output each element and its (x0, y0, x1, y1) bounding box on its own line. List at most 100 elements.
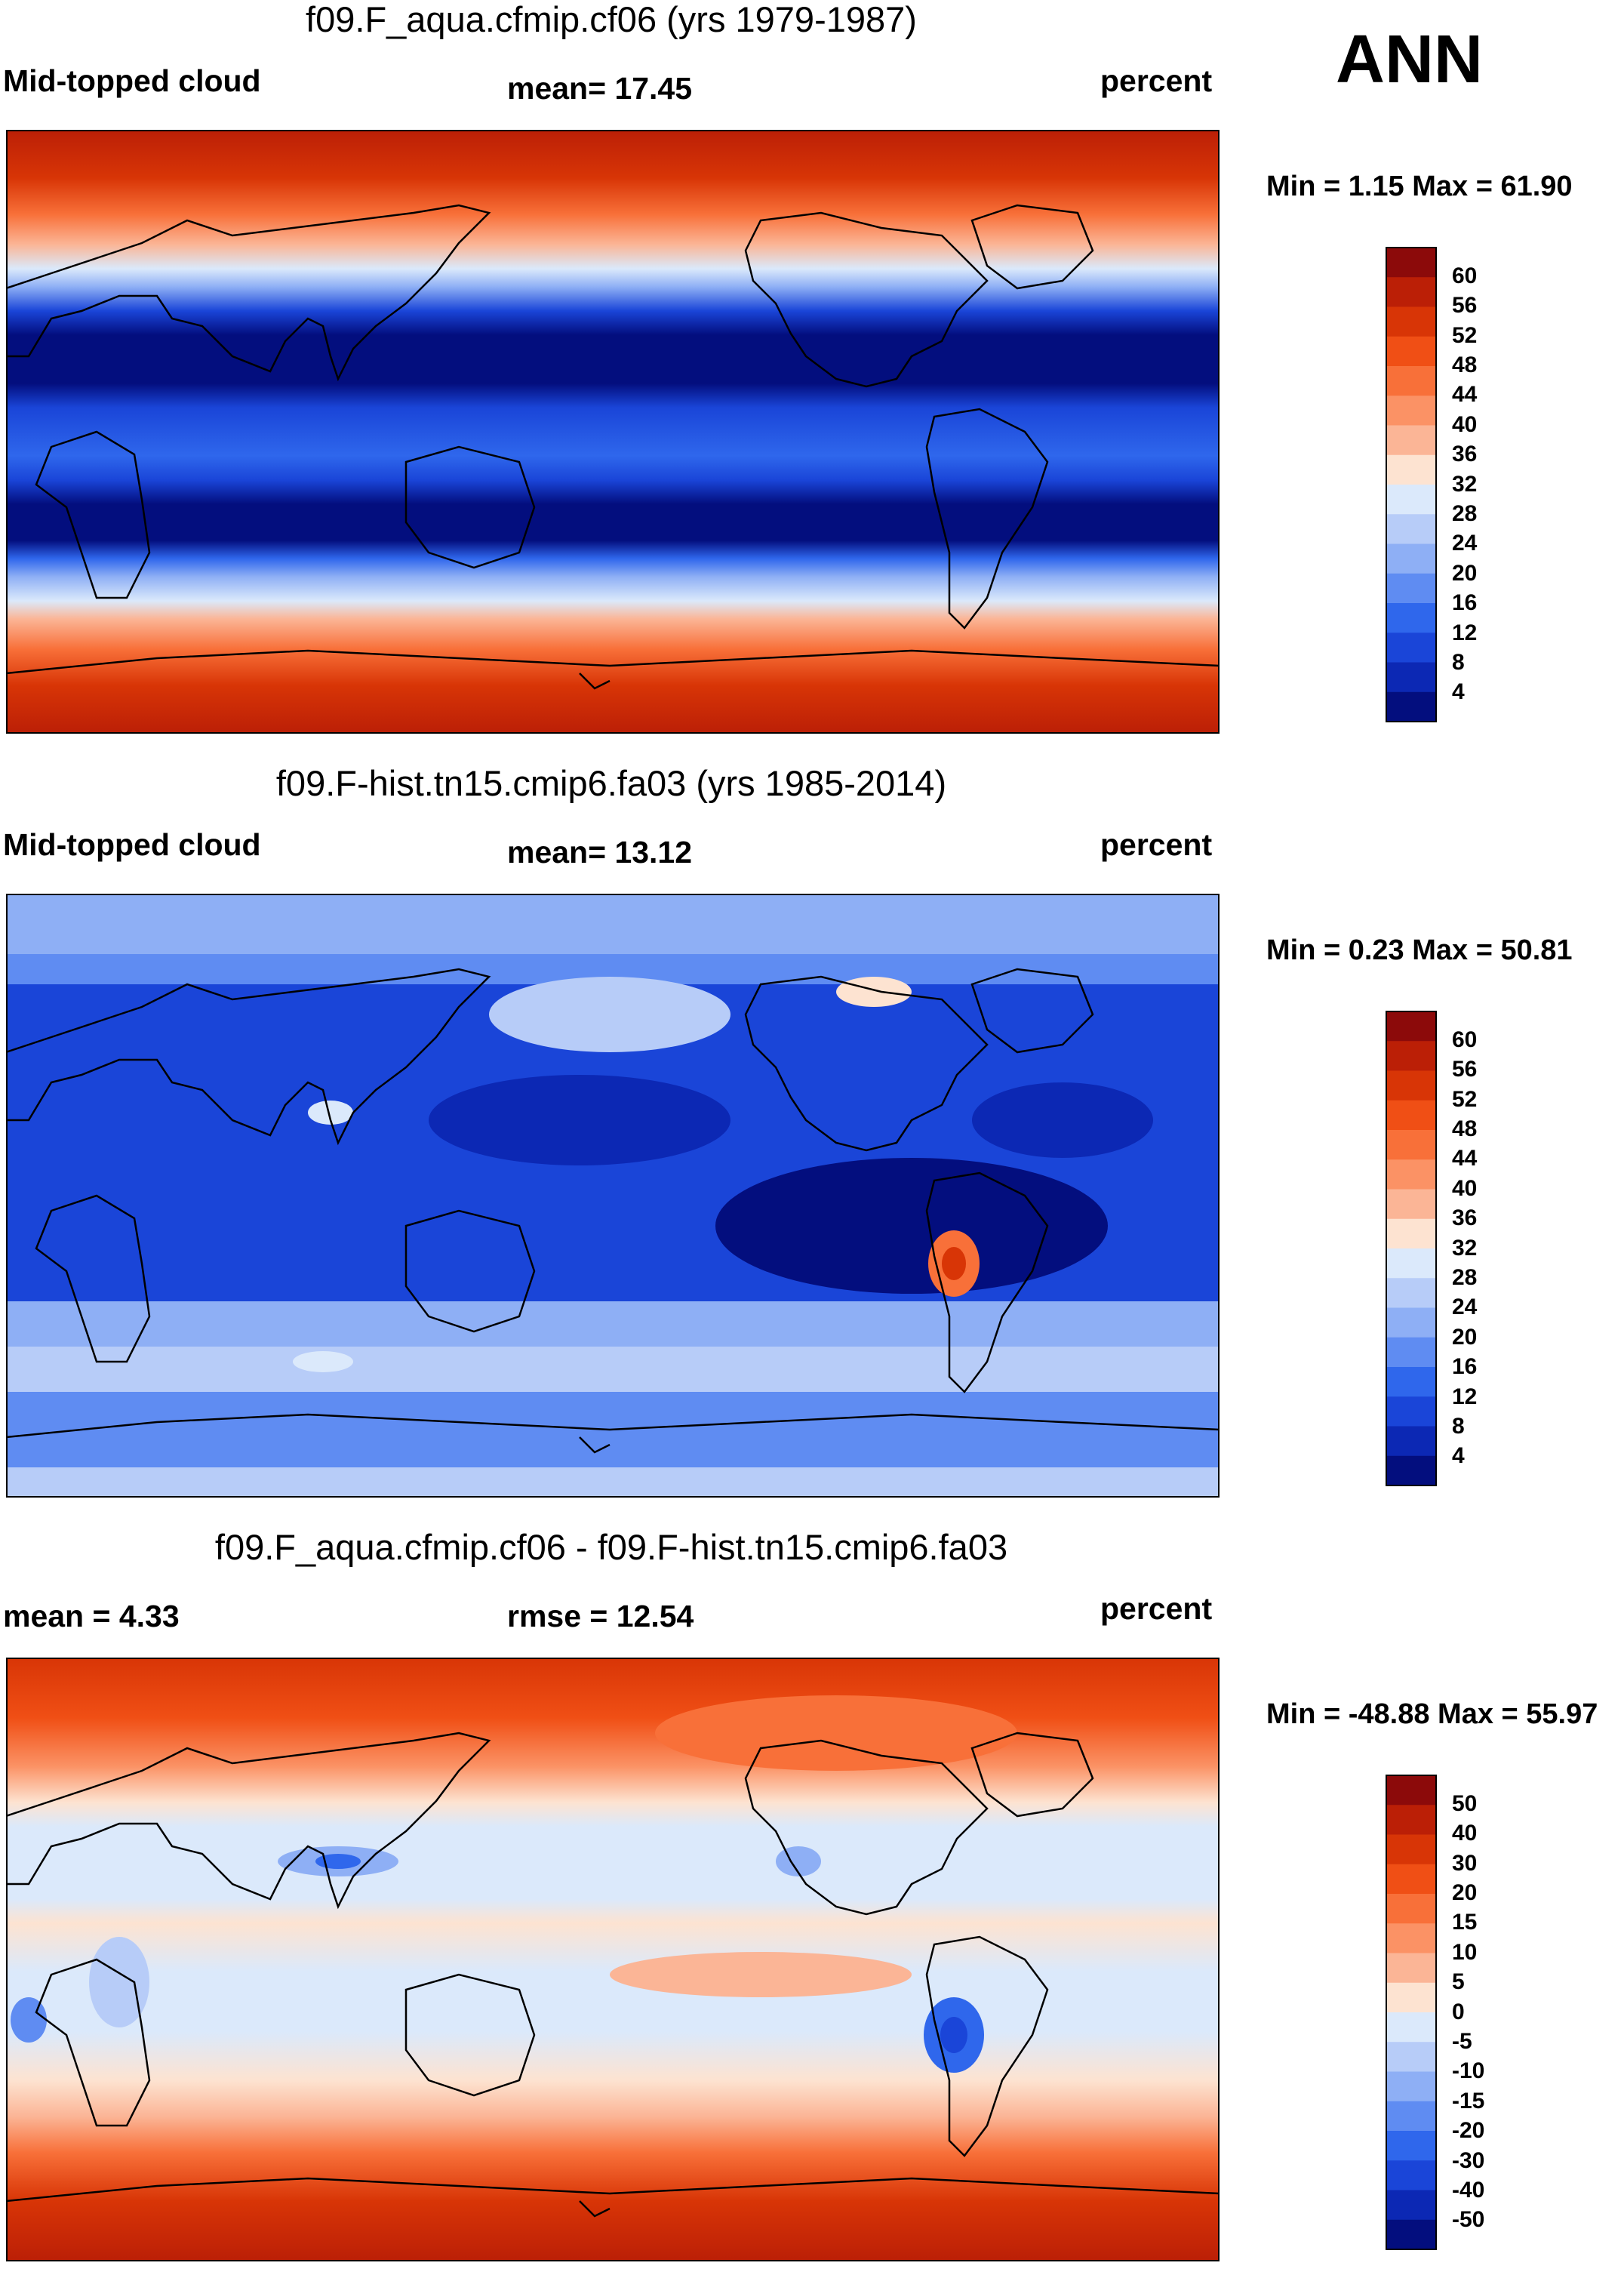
panel-1-tick: 32 (1452, 472, 1478, 497)
panel-3-tick: 40 (1452, 1821, 1478, 1846)
panel-1-units: percent (1100, 63, 1213, 98)
panel-2-tick: 48 (1452, 1116, 1478, 1141)
colorbar-swatch (1386, 1923, 1436, 1953)
colorbar-swatch (1386, 425, 1436, 456)
colorbar-swatch (1386, 1864, 1436, 1895)
panel-1-tick: 8 (1452, 650, 1465, 675)
panel-1-tick: 52 (1452, 323, 1478, 348)
panel-3-tick: 10 (1452, 1940, 1478, 1965)
panel-3-map (6, 1658, 1220, 2261)
colorbar-swatch (1386, 1189, 1436, 1220)
panel-2-tick: 52 (1452, 1087, 1478, 1112)
colorbar-swatch (1386, 2101, 1436, 2132)
colorbar-swatch (1386, 366, 1436, 396)
panel-2-tick: 16 (1452, 1354, 1478, 1379)
colorbar-swatch (1386, 691, 1436, 722)
panel-2-tick: 44 (1452, 1146, 1478, 1171)
panel-2-tick: 56 (1452, 1057, 1478, 1082)
panel-1-colorbar (1386, 247, 1437, 722)
panel-3-tick: 0 (1452, 2000, 1465, 2024)
colorbar-swatch (1386, 1396, 1436, 1427)
colorbar-swatch (1386, 2071, 1436, 2102)
colorbar-swatch (1386, 1337, 1436, 1368)
colorbar-swatch (1386, 2131, 1436, 2161)
panel-1-tick: 16 (1452, 590, 1478, 615)
panel-3-tick: -20 (1452, 2118, 1485, 2143)
panel-1-tick: 56 (1452, 293, 1478, 318)
panel-1-tick: 28 (1452, 501, 1478, 526)
panel-3-tick: 50 (1452, 1791, 1478, 1816)
panel-2-tick: 12 (1452, 1384, 1478, 1409)
panel-3-units: percent (1100, 1591, 1213, 1626)
panel-3-tick: 5 (1452, 1969, 1465, 1994)
panel-1-tick: 4 (1452, 679, 1465, 704)
panel-3-tick: 15 (1452, 1910, 1478, 1935)
panel-2-colorbar (1386, 1011, 1437, 1486)
colorbar-swatch (1386, 248, 1436, 278)
panel-2-tick: 40 (1452, 1176, 1478, 1201)
colorbar-swatch (1386, 1426, 1436, 1457)
colorbar-swatch (1386, 1070, 1436, 1101)
colorbar-swatch (1386, 1455, 1436, 1486)
panel-1-tick: 24 (1452, 531, 1478, 556)
colorbar-swatch (1386, 2042, 1436, 2072)
panel-2-colorbar-swatches (1386, 1011, 1437, 1486)
colorbar-swatch (1386, 1982, 1436, 2013)
panel-3-tick: -5 (1452, 2029, 1472, 2054)
panel-1-minmax: Min = 1.15 Max = 61.90 (1266, 171, 1573, 202)
panel-2-tick: 36 (1452, 1205, 1478, 1230)
colorbar-swatch (1386, 1775, 1436, 1806)
colorbar-swatch (1386, 2012, 1436, 2043)
panel-2-left-label: Mid-topped cloud (3, 827, 261, 862)
colorbar-swatch (1386, 662, 1436, 693)
panel-3-tick: -40 (1452, 2178, 1485, 2203)
panel-1-left-label: Mid-topped cloud (3, 63, 261, 98)
panel-1-tick: 20 (1452, 561, 1478, 586)
colorbar-swatch (1386, 1159, 1436, 1190)
panel-3-tick: -50 (1452, 2207, 1485, 2232)
colorbar-swatch (1386, 543, 1436, 574)
panel-2-tick: 4 (1452, 1443, 1465, 1468)
panel-3-title: f09.F_aqua.cfmip.cf06 - f09.F-hist.tn15.… (214, 1527, 1008, 1567)
panel-3-mean: mean = 4.33 (3, 1599, 180, 1633)
colorbar-swatch (1386, 2219, 1436, 2250)
panel-1-tick: 12 (1452, 620, 1478, 645)
panel-3-minmax: Min = -48.88 Max = 55.97 (1266, 1698, 1598, 1730)
colorbar-swatch (1386, 603, 1436, 633)
panel-1-colorbar-swatches (1386, 247, 1437, 722)
colorbar-swatch (1386, 1218, 1436, 1249)
panel-1-tick: 36 (1452, 442, 1478, 466)
colorbar-swatch (1386, 1248, 1436, 1279)
panel-2-tick: 24 (1452, 1295, 1478, 1319)
panel-3-colorbar (1386, 1775, 1437, 2250)
panel-1-tick: 48 (1452, 352, 1478, 377)
colorbar-swatch (1386, 1307, 1436, 1338)
colorbar-swatch (1386, 277, 1436, 307)
panel-1-mean: mean= 17.45 (507, 71, 693, 106)
panel-3-tick: -30 (1452, 2148, 1485, 2173)
colorbar-swatch (1386, 1953, 1436, 1984)
panel-2-map (6, 894, 1220, 1498)
colorbar-swatch (1386, 336, 1436, 367)
colorbar-swatch (1386, 1278, 1436, 1308)
colorbar-swatch (1386, 1367, 1436, 1397)
colorbar-swatch (1386, 1130, 1436, 1160)
colorbar-swatch (1386, 396, 1436, 426)
panel-1-tick: 60 (1452, 263, 1478, 288)
panel-1-tick: 40 (1452, 412, 1478, 437)
colorbar-swatch (1386, 454, 1436, 485)
panel-1-map (6, 130, 1220, 734)
season-label: ANN (1336, 22, 1483, 97)
panel-1-title: f09.F_aqua.cfmip.cf06 (yrs 1979-1987) (306, 0, 917, 39)
colorbar-swatch (1386, 1100, 1436, 1131)
panel-3-rmse: rmse = 12.54 (507, 1599, 694, 1633)
panel-3-tick: -15 (1452, 2089, 1485, 2113)
panel-2-tick: 60 (1452, 1027, 1478, 1052)
colorbar-swatch (1386, 1041, 1436, 1071)
colorbar-swatch (1386, 633, 1436, 663)
colorbar-swatch (1386, 485, 1436, 515)
panel-1-tick: 44 (1452, 382, 1478, 407)
panel-2-mean: mean= 13.12 (507, 835, 693, 870)
colorbar-swatch (1386, 573, 1436, 604)
colorbar-swatch (1386, 514, 1436, 544)
